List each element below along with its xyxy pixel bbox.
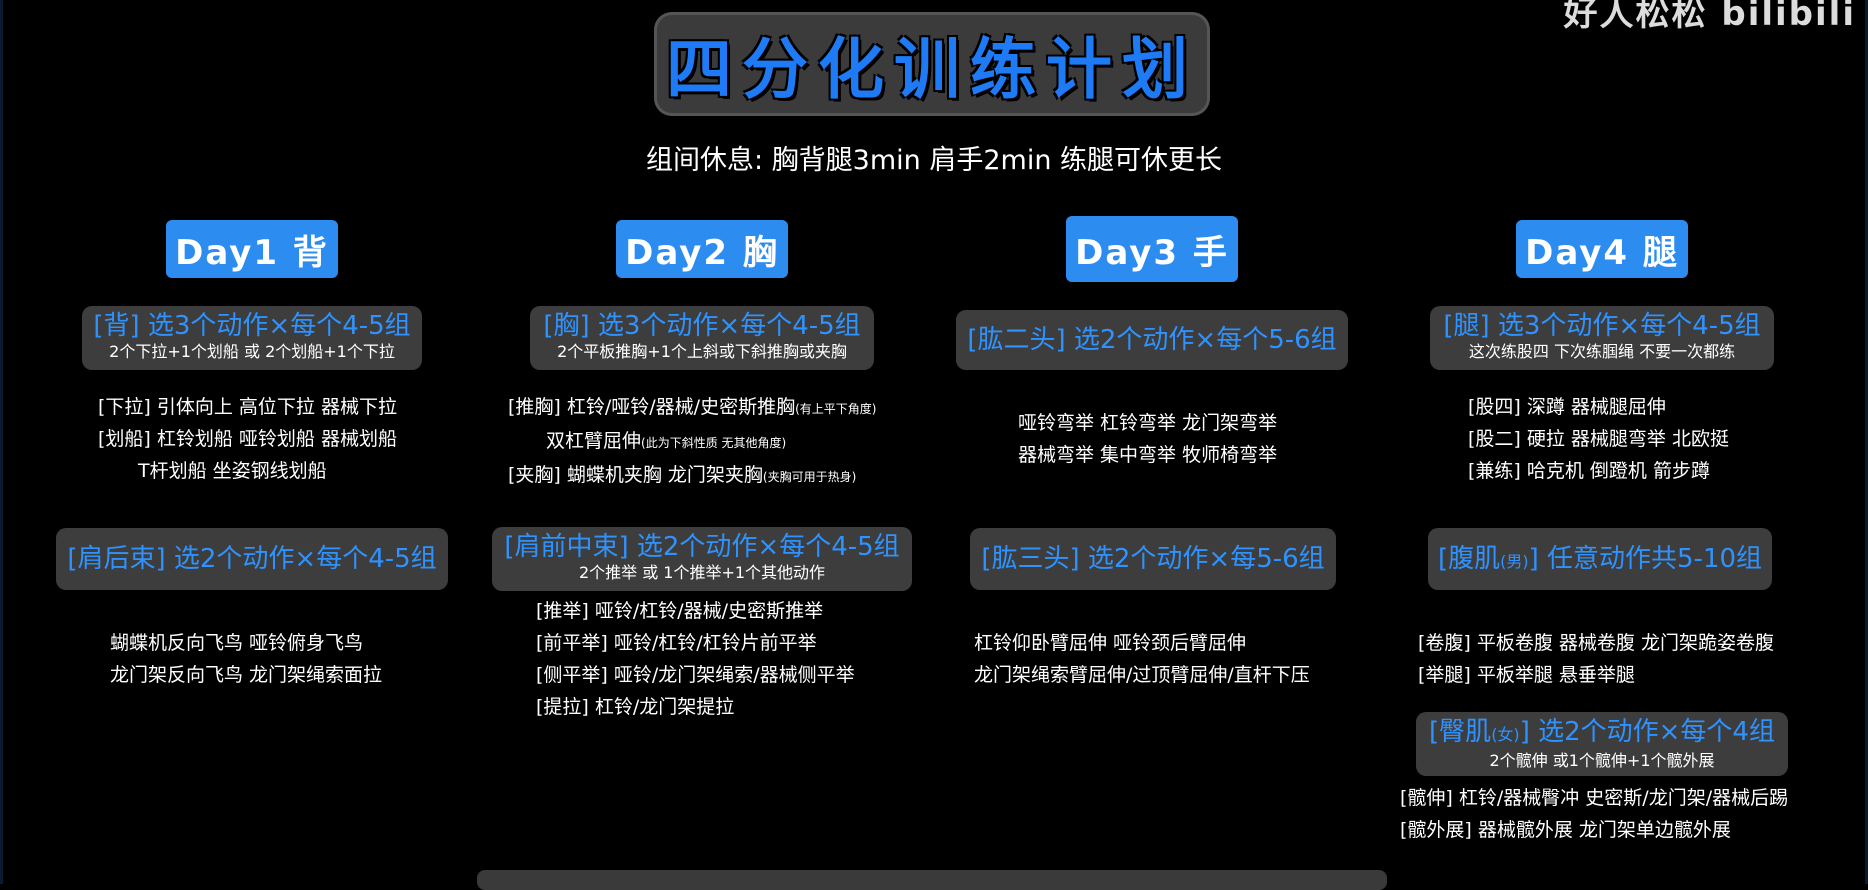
list-item: 哑铃弯举 杠铃弯举 龙门架弯举: [1018, 412, 1278, 434]
list-item: 龙门架绳索臂屈伸/过顶臂屈伸/直杆下压: [974, 664, 1310, 686]
list-item: [推举] 哑铃/杠铃/器械/史密斯推举: [536, 600, 824, 622]
left-border: [0, 0, 3, 884]
day4-abs-list: [卷腹] 平板卷腹 器械卷腹 龙门架跪姿卷腹 [举腿] 平板举腿 悬垂举腿: [1418, 627, 1774, 691]
list-item: T杆划船 坐姿钢线划船: [138, 460, 327, 482]
day2-front-delt-list: [推举] 哑铃/杠铃/器械/史密斯推举 [前平举] 哑铃/杠铃/杠铃片前平举 […: [536, 595, 855, 723]
list-item: [卷腹] 平板卷腹 器械卷腹 龙门架跪姿卷腹: [1418, 632, 1774, 654]
list-item: [推胸] 杠铃/哑铃/器械/史密斯推胸(有上平下角度): [508, 396, 877, 418]
list-item: [髋外展] 器械髋外展 龙门架单边髋外展: [1400, 819, 1731, 841]
section-title: [背] 选3个动作×每个4-5组: [93, 311, 411, 341]
day1-back-list: [下拉] 引体向上 高位下拉 器械下拉 [划船] 杠铃划船 哑铃划船 器械划船 …: [98, 391, 397, 487]
list-item: [划船] 杠铃划船 哑铃划船 器械划船: [98, 428, 397, 450]
list-item: [股四] 深蹲 器械腿屈伸: [1468, 396, 1666, 418]
list-item: [下拉] 引体向上 高位下拉 器械下拉: [98, 396, 397, 418]
section-title: [腹肌(男)] 任意动作共5-10组: [1437, 544, 1763, 574]
day3-triceps-list: 杠铃仰卧臂屈伸 哑铃颈后臂屈伸 龙门架绳索臂屈伸/过顶臂屈伸/直杆下压: [974, 627, 1310, 691]
day4-glutes-section: [臀肌(女)] 选2个动作×每个4组 2个髋伸 或1个髋伸+1个髋外展: [1416, 712, 1788, 776]
day1-header: Day1 背: [166, 220, 338, 278]
watermark: 好人松松 bilibili: [1563, 0, 1856, 34]
day4-glutes-list: [髋伸] 杠铃/器械臀冲 史密斯/龙门架/器械后踢 [髋外展] 器械髋外展 龙门…: [1400, 782, 1788, 846]
list-item: [提拉] 杠铃/龙门架提拉: [536, 696, 735, 718]
section-title: [胸] 选3个动作×每个4-5组: [543, 311, 861, 341]
section-subtitle: 2个下拉+1个划船 或 2个划船+1个下拉: [109, 342, 395, 361]
section-subtitle: 2个推举 或 1个推举+1个其他动作: [578, 563, 826, 582]
title-panel: 四分化训练计划: [654, 12, 1210, 116]
day4-legs-section: [腿] 选3个动作×每个4-5组 这次练股四 下次练腘绳 不要一次都练: [1430, 306, 1774, 370]
day4-abs-section: [腹肌(男)] 任意动作共5-10组: [1428, 528, 1772, 590]
list-item: [前平举] 哑铃/杠铃/杠铃片前平举: [536, 632, 817, 654]
day2-front-delt-section: [肩前中束] 选2个动作×每个4-5组 2个推举 或 1个推举+1个其他动作: [492, 527, 912, 591]
section-subtitle: 这次练股四 下次练腘绳 不要一次都练: [1468, 342, 1736, 361]
list-item: 双杠臂屈伸(此为下斜性质 无其他角度): [546, 430, 787, 452]
day3-header: Day3 手: [1066, 216, 1238, 282]
day4-header: Day4 腿: [1516, 220, 1688, 278]
list-item: [兼练] 哈克机 倒蹬机 箭步蹲: [1468, 460, 1710, 482]
day3-biceps-list: 哑铃弯举 杠铃弯举 龙门架弯举 器械弯举 集中弯举 牧师椅弯举: [1018, 407, 1277, 471]
day2-chest-section: [胸] 选3个动作×每个4-5组 2个平板推胸+1个上斜或下斜推胸或夹胸: [530, 306, 874, 370]
list-item: 龙门架反向飞鸟 龙门架绳索面拉: [110, 664, 383, 686]
section-title: [肱三头] 选2个动作×每5-6组: [981, 544, 1325, 574]
day3-triceps-section: [肱三头] 选2个动作×每5-6组: [970, 528, 1336, 590]
list-item: [举腿] 平板举腿 悬垂举腿: [1418, 664, 1635, 686]
day4-legs-list: [股四] 深蹲 器械腿屈伸 [股二] 硬拉 器械腿弯举 北欧挺 [兼练] 哈克机…: [1468, 391, 1729, 487]
rest-interval-note: 组间休息: 胸背腿3min 肩手2min 练腿可休更长: [645, 145, 1223, 176]
day3-biceps-section: [肱二头] 选2个动作×每个5-6组: [956, 310, 1348, 370]
list-item: [侧平举] 哑铃/龙门架绳索/器械侧平举: [536, 664, 855, 686]
bottom-panel-edge: [477, 870, 1387, 890]
section-title: [腿] 选3个动作×每个4-5组: [1443, 311, 1761, 341]
section-subtitle: 2个髋伸 或1个髋伸+1个髋外展: [1489, 751, 1715, 770]
day2-header: Day2 胸: [616, 220, 788, 278]
list-item: 器械弯举 集中弯举 牧师椅弯举: [1018, 444, 1278, 466]
section-title: [肩前中束] 选2个动作×每个4-5组: [504, 532, 900, 562]
list-item: [股二] 硬拉 器械腿弯举 北欧挺: [1468, 428, 1729, 450]
section-title: [肩后束] 选2个动作×每个4-5组: [67, 544, 437, 574]
day2-chest-list: [推胸] 杠铃/哑铃/器械/史密斯推胸(有上平下角度) 双杠臂屈伸(此为下斜性质…: [508, 391, 876, 493]
list-item: 杠铃仰卧臂屈伸 哑铃颈后臂屈伸: [974, 632, 1247, 654]
list-item: [髋伸] 杠铃/器械臀冲 史密斯/龙门架/器械后踢: [1400, 787, 1789, 809]
section-title: [肱二头] 选2个动作×每个5-6组: [967, 325, 1337, 355]
list-item: 蝴蝶机反向飞鸟 哑铃俯身飞鸟: [110, 632, 364, 654]
list-item: [夹胸] 蝴蝶机夹胸 龙门架夹胸(夹胸可用于热身): [508, 464, 857, 486]
day1-rear-delt-section: [肩后束] 选2个动作×每个4-5组: [56, 528, 448, 590]
section-title: [臀肌(女)] 选2个动作×每个4组: [1429, 717, 1775, 747]
right-border: [1865, 0, 1868, 884]
page-title: 四分化训练计划: [666, 31, 1198, 108]
section-subtitle: 2个平板推胸+1个上斜或下斜推胸或夹胸: [557, 342, 847, 361]
day1-rear-delt-list: 蝴蝶机反向飞鸟 哑铃俯身飞鸟 龙门架反向飞鸟 龙门架绳索面拉: [110, 627, 382, 691]
day1-back-section: [背] 选3个动作×每个4-5组 2个下拉+1个划船 或 2个划船+1个下拉: [82, 306, 422, 370]
